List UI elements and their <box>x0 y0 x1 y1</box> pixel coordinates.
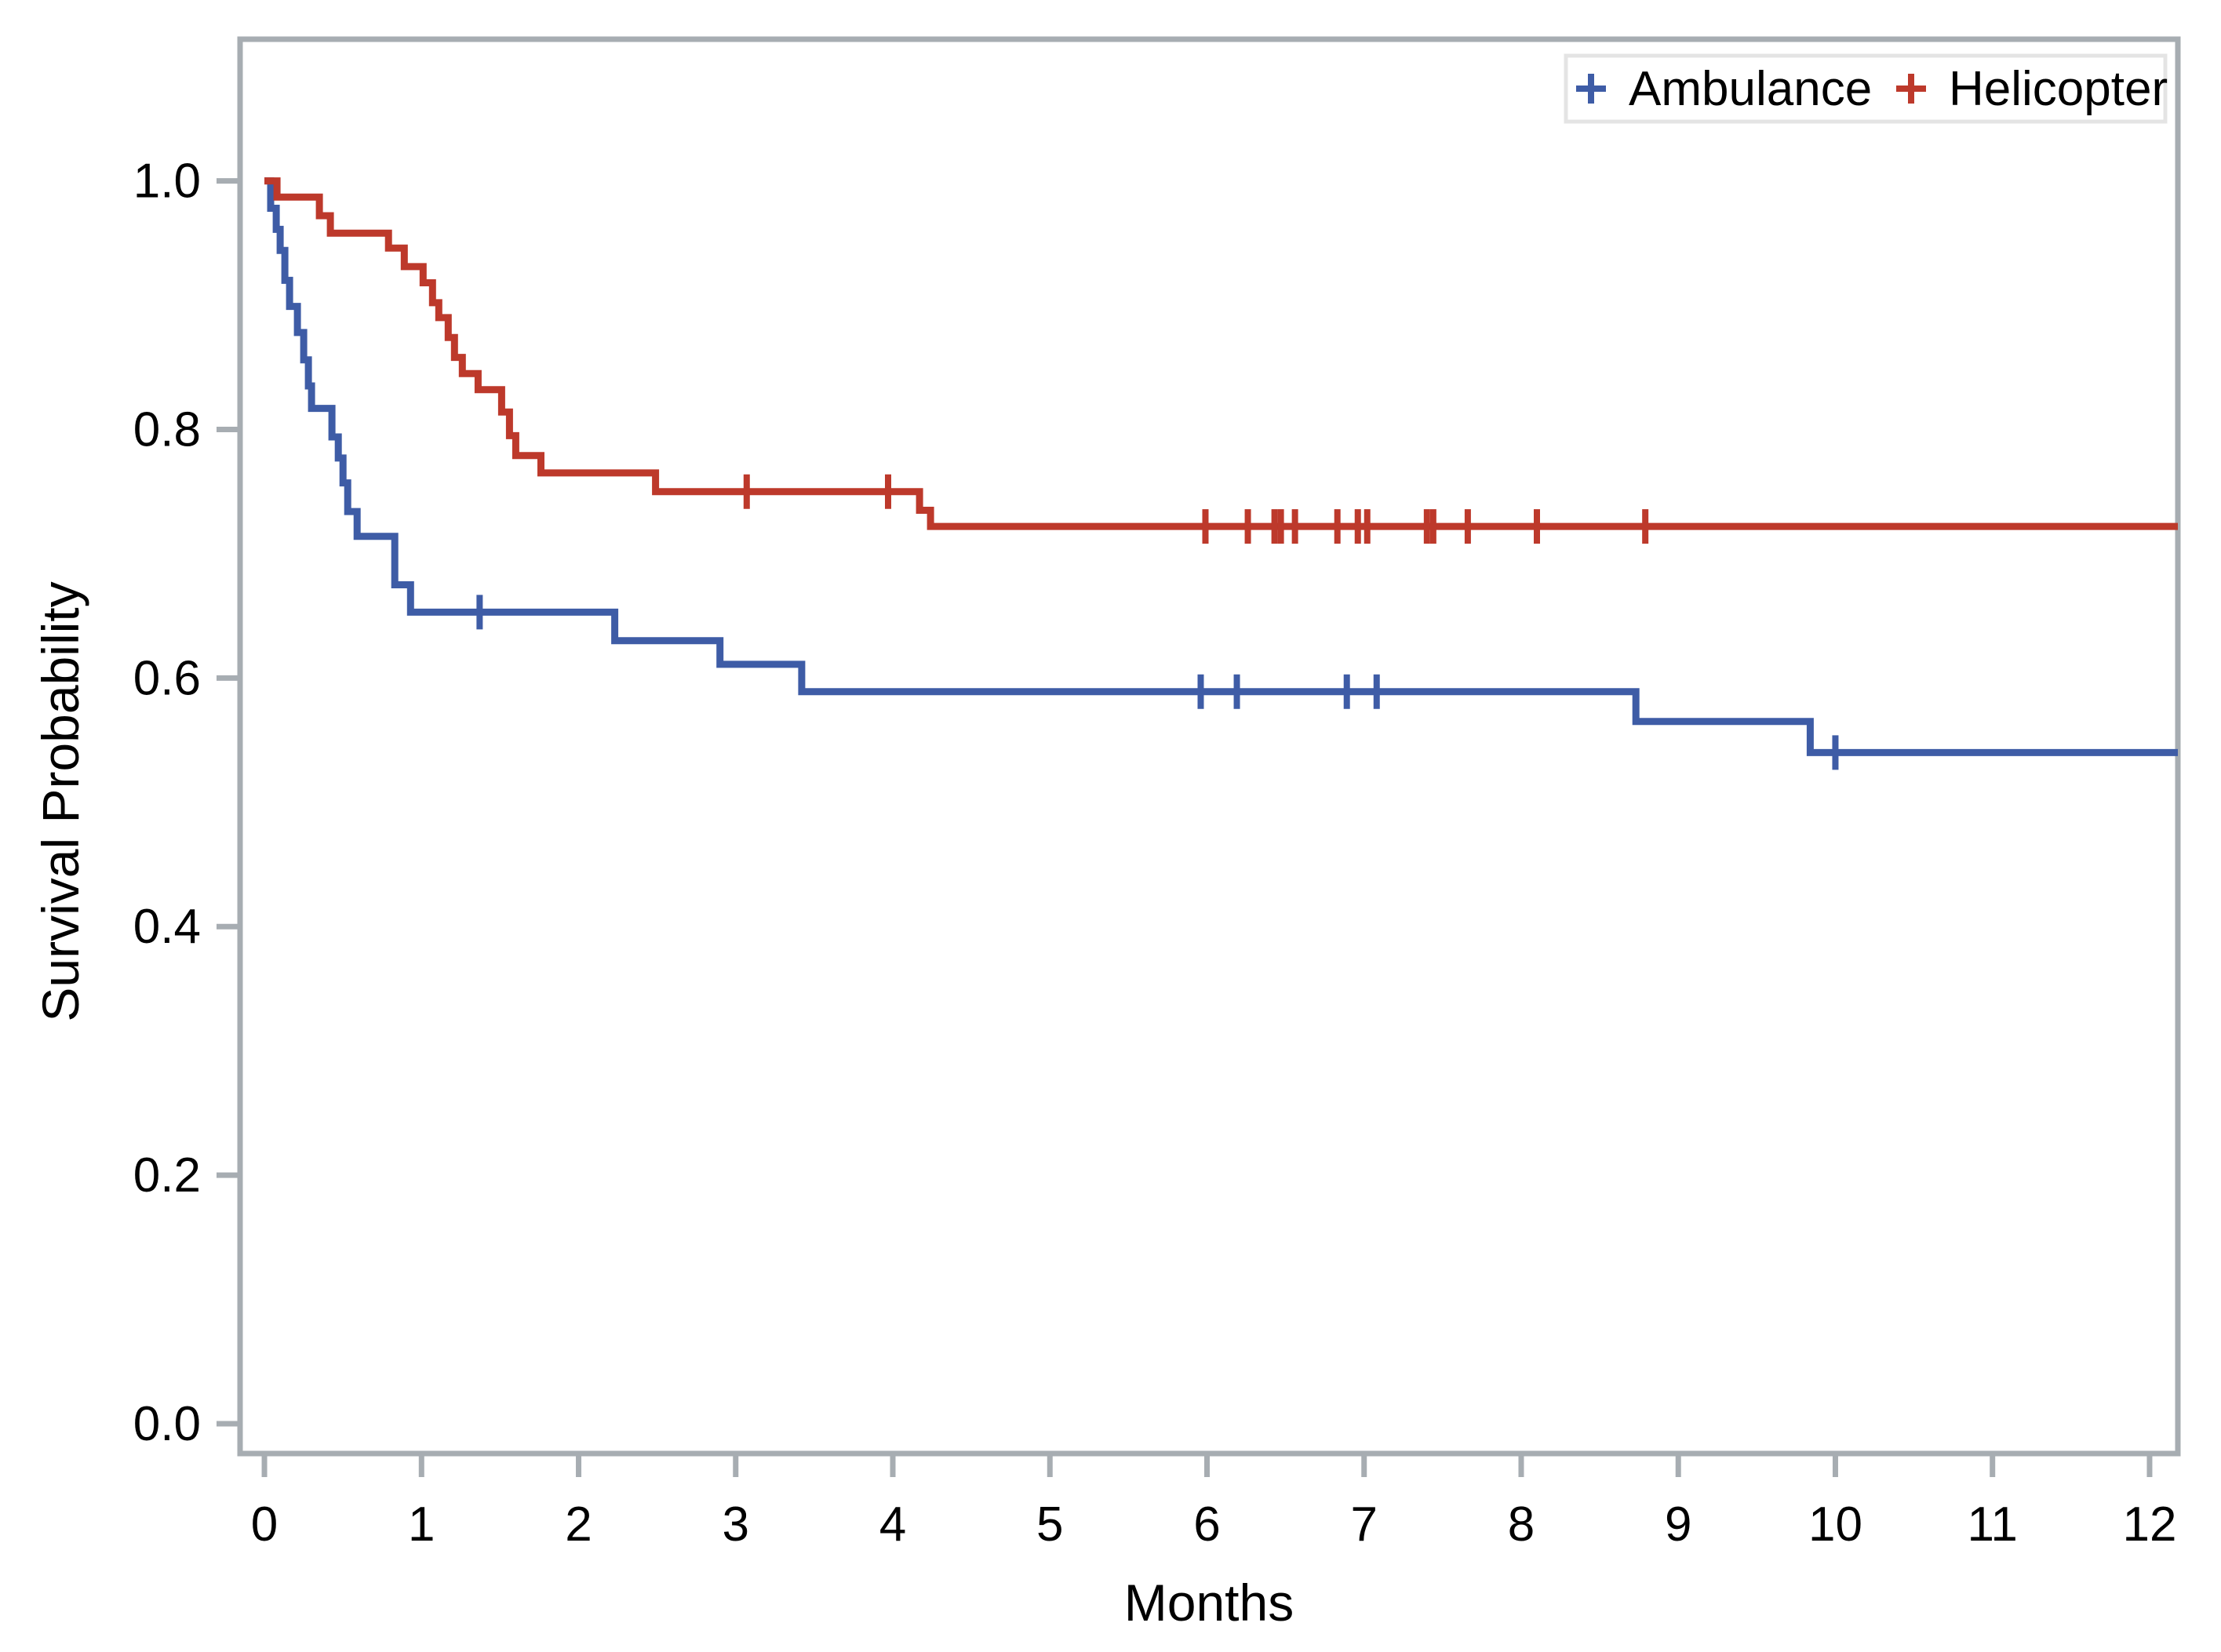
x-tick-label: 2 <box>565 1497 592 1552</box>
y-tick-label: 0.0 <box>133 1397 201 1451</box>
y-tick-label: 0.8 <box>133 402 201 457</box>
x-tick-label: 1 <box>408 1497 435 1552</box>
legend-marker-helicopter-plus-icon <box>1896 74 1926 104</box>
y-tick-label: 0.6 <box>133 651 201 705</box>
y-tick-label: 0.4 <box>133 900 201 954</box>
survival-curves <box>264 177 2178 770</box>
x-tick-label: 9 <box>1665 1497 1691 1552</box>
legend: Ambulance Helicopter <box>1564 53 2168 124</box>
x-tick-label: 5 <box>1036 1497 1063 1552</box>
x-tick-label: 7 <box>1350 1497 1377 1552</box>
y-tick-label: 1.0 <box>133 155 201 209</box>
x-tick-label: 6 <box>1193 1497 1220 1552</box>
x-axis-title: Months <box>1124 1574 1294 1632</box>
y-axis-ticks: 0.0 0.2 0.4 0.6 0.8 1.0 <box>133 155 240 1451</box>
x-tick-label: 3 <box>723 1497 749 1552</box>
x-tick-label: 0 <box>251 1497 278 1552</box>
x-tick-label: 12 <box>2122 1497 2176 1552</box>
legend-marker-ambulance-plus-icon <box>1576 74 1606 104</box>
x-tick-label: 10 <box>1808 1497 1862 1552</box>
y-tick-label: 0.2 <box>133 1148 201 1203</box>
x-tick-label: 11 <box>1968 1497 2018 1552</box>
x-tick-label: 8 <box>1508 1497 1535 1552</box>
legend-box <box>1564 53 2168 124</box>
survival-curve-helicopter <box>264 177 2178 530</box>
x-tick-label: 4 <box>879 1497 906 1552</box>
y-axis-title: Survival Probability <box>31 581 89 1021</box>
legend-label-ambulance: Ambulance <box>1629 62 1872 116</box>
x-axis-ticks: 0 1 2 3 4 5 6 7 8 9 10 11 12 <box>251 1454 2176 1552</box>
survival-curve-ambulance <box>264 177 2178 756</box>
legend-label-helicopter: Helicopter <box>1949 62 2168 116</box>
plot-frame <box>237 36 2181 1457</box>
